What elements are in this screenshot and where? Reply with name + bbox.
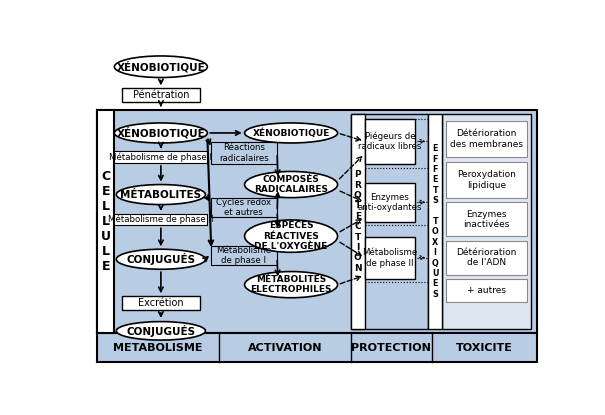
Ellipse shape [244, 271, 338, 298]
Text: MÉTABOLITES: MÉTABOLITES [120, 190, 201, 200]
Ellipse shape [244, 220, 338, 252]
Bar [446, 122, 528, 157]
Bar [122, 296, 200, 310]
Text: Cycles redox
et autres: Cycles redox et autres [216, 198, 272, 217]
Text: Piégeurs de
radicaux libres: Piégeurs de radicaux libres [358, 132, 422, 151]
Ellipse shape [244, 123, 338, 143]
Ellipse shape [116, 249, 206, 269]
Ellipse shape [114, 123, 208, 143]
Bar [211, 246, 277, 265]
Text: E
F
F
E
T
S
 
T
O
X
I
Q
U
E
S: E F F E T S T O X I Q U E S [432, 144, 439, 299]
Text: MÉTABOLITES
ELECTROPHILES: MÉTABOLITES ELECTROPHILES [250, 275, 332, 294]
Text: + autres: + autres [467, 286, 506, 295]
Text: Enzymes
inactivées: Enzymes inactivées [463, 210, 509, 229]
Bar [365, 119, 415, 164]
Text: Métabolisme
de phase II: Métabolisme de phase II [362, 249, 417, 268]
Bar [97, 110, 537, 333]
Text: P
R
O
T
E
C
T
I
O
N: P R O T E C T I O N [354, 170, 362, 273]
Text: C
E
L
L
U
L
E: C E L L U L E [101, 170, 111, 273]
Text: XÉNOBIOTIQUE: XÉNOBIOTIQUE [117, 61, 205, 73]
Ellipse shape [244, 171, 338, 198]
Text: PROTECTION: PROTECTION [351, 343, 431, 353]
Text: XÉNOBIOTIQUE: XÉNOBIOTIQUE [252, 128, 330, 138]
Bar [97, 110, 114, 333]
Text: XÉNOBIOTIQUE: XÉNOBIOTIQUE [117, 127, 205, 139]
Bar [446, 241, 528, 275]
Bar [365, 183, 415, 222]
Text: Enzymes
anti-oxydantes: Enzymes anti-oxydantes [358, 193, 422, 212]
Bar [365, 237, 415, 279]
Text: ESPÈCES
RÉACTIVES
DE L'OXYGÈNE: ESPÈCES RÉACTIVES DE L'OXYGÈNE [255, 221, 328, 251]
Bar [446, 162, 528, 198]
Bar [446, 279, 528, 303]
Ellipse shape [116, 185, 206, 205]
Bar [428, 114, 442, 330]
Text: Excrétion: Excrétion [138, 298, 184, 308]
Text: Métabolisme de phase I: Métabolisme de phase I [110, 152, 212, 162]
Text: ACTIVATION: ACTIVATION [247, 343, 322, 353]
Ellipse shape [114, 56, 208, 78]
Text: Détérioration
de l'ADN: Détérioration de l'ADN [456, 248, 517, 267]
Bar [97, 333, 537, 362]
Text: CONJUGUÉS: CONJUGUÉS [126, 253, 195, 265]
Bar [114, 151, 208, 163]
Bar [442, 114, 531, 330]
Bar [351, 114, 428, 330]
Text: TOXICITE: TOXICITE [456, 343, 512, 353]
Ellipse shape [116, 322, 206, 340]
Bar [211, 142, 277, 164]
Text: Métabolisme
de phase I: Métabolisme de phase I [216, 246, 272, 265]
Bar [114, 214, 208, 225]
Bar [122, 88, 200, 102]
Text: METABOLISME: METABOLISME [113, 343, 203, 353]
Text: Pénétration: Pénétration [132, 90, 189, 100]
Bar [351, 114, 365, 330]
Text: Détérioration
des membranes: Détérioration des membranes [450, 129, 523, 149]
Text: COMPOSÉS
RADICALAIRES: COMPOSÉS RADICALAIRES [254, 175, 328, 194]
Text: Métabolisme de phase II: Métabolisme de phase II [108, 215, 214, 225]
Bar [446, 202, 528, 236]
Text: CONJUGUÉS: CONJUGUÉS [126, 325, 195, 337]
Bar [211, 198, 277, 217]
Text: Peroxydation
lipidique: Peroxydation lipidique [457, 170, 516, 190]
Text: Réactions
radicalaires: Réactions radicalaires [219, 143, 269, 163]
